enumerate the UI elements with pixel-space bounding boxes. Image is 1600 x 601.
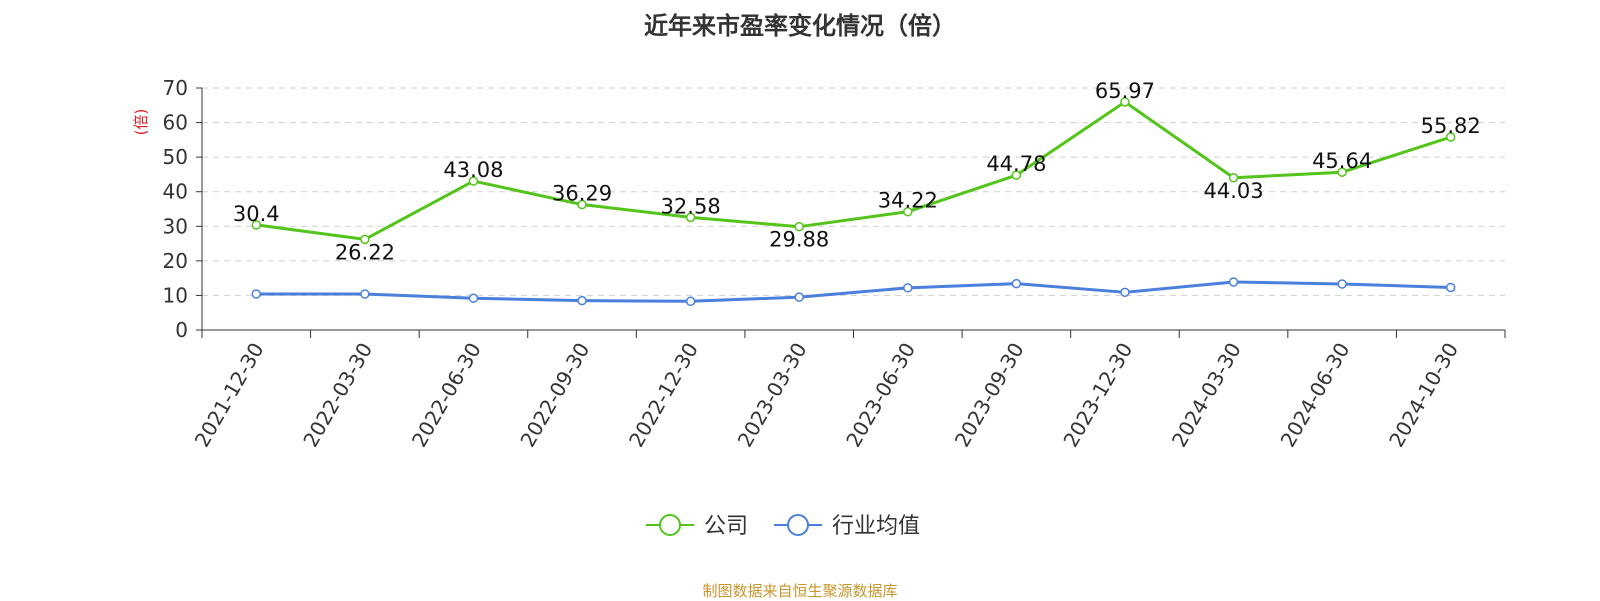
data-point (1228, 277, 1239, 287)
y-tick-label: 10 (163, 283, 188, 307)
x-tick-label: 2023-09-30 (950, 339, 1029, 452)
data-label: 44.78 (986, 152, 1046, 176)
data-label: 65.97 (1095, 79, 1155, 103)
x-tick-label: 2022-03-30 (298, 339, 377, 452)
data-point (1011, 170, 1022, 180)
data-point (468, 293, 479, 303)
x-tick-label: 2022-06-30 (407, 339, 486, 452)
data-point (685, 212, 696, 223)
data-label: 45.64 (1312, 149, 1372, 173)
y-tick-label: 40 (163, 180, 188, 204)
x-tick-label: 2022-12-30 (624, 339, 703, 452)
y-tick-label: 0 (175, 318, 188, 342)
data-point (1120, 287, 1130, 298)
source-note: 制图数据来自恒生聚源数据库 (702, 582, 898, 600)
data-point (1011, 278, 1022, 289)
chart-title: 近年来市盈率变化情况（倍） (644, 12, 956, 40)
data-point (468, 176, 479, 186)
y-tick-label: 50 (163, 145, 188, 169)
x-tick-label: 2021-12-30 (190, 339, 269, 452)
data-point (1120, 97, 1130, 107)
y-tick-label: 20 (163, 249, 188, 273)
y-tick-label: 70 (163, 76, 188, 100)
data-point (794, 221, 804, 232)
data-point (577, 199, 587, 210)
data-label: 30.4 (233, 202, 280, 226)
series-line-company (256, 100, 1452, 241)
x-tick-label: 2023-12-30 (1058, 339, 1137, 452)
data-point (1337, 279, 1347, 289)
data-point (1445, 282, 1456, 293)
legend-marker (787, 514, 809, 536)
data-point (903, 283, 913, 293)
x-tick-label: 2022-09-30 (515, 339, 594, 452)
data-point (1337, 167, 1347, 177)
data-point (1445, 132, 1456, 142)
x-tick-label: 2023-06-30 (841, 339, 920, 452)
y-tick-label: 60 (163, 111, 188, 135)
x-tick-label: 2023-03-30 (733, 339, 812, 452)
series-line-industry-average (256, 280, 1451, 303)
data-point (685, 296, 696, 307)
data-point (903, 206, 913, 217)
data-label: 43.08 (443, 158, 503, 182)
data-label: 36.29 (552, 182, 612, 206)
x-tick-label: 2024-03-30 (1167, 339, 1246, 452)
data-label: 29.88 (769, 228, 829, 252)
data-point (577, 295, 587, 306)
legend-marker (659, 514, 681, 536)
data-point (360, 234, 370, 245)
data-label: 32.58 (661, 194, 721, 218)
data-label: 34.22 (878, 189, 938, 213)
legend-label: 公司 (704, 514, 748, 539)
y-axis-label: (倍) (132, 109, 150, 136)
legend-label: 行业均值 (832, 514, 920, 539)
data-point (251, 289, 262, 299)
data-point (251, 220, 262, 230)
y-tick-label: 30 (163, 214, 188, 238)
data-point (360, 289, 370, 299)
data-label: 55.82 (1421, 114, 1481, 138)
x-tick-label: 2024-06-30 (1276, 339, 1355, 452)
data-point (794, 292, 804, 302)
data-point (1228, 173, 1239, 183)
data-label: 44.03 (1203, 179, 1263, 203)
x-tick-label: 2024-10-30 (1384, 339, 1463, 452)
data-label: 26.22 (335, 240, 395, 264)
